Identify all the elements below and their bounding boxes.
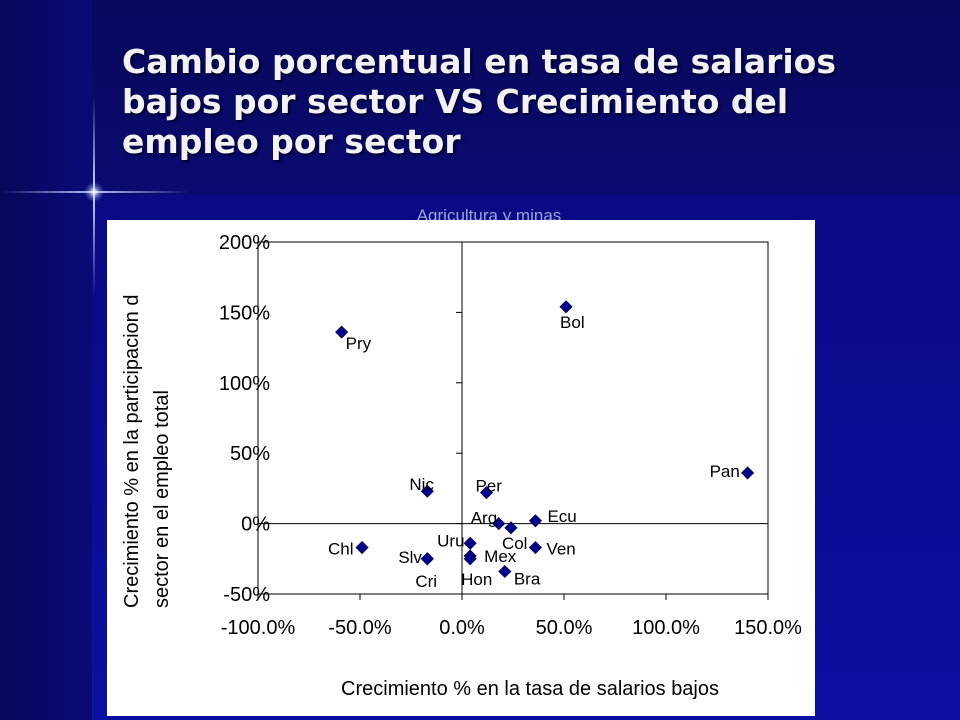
data-point xyxy=(492,517,506,531)
point-label: Hon xyxy=(461,570,492,589)
data-point xyxy=(741,466,755,480)
x-tick-label: 100.0% xyxy=(632,617,700,639)
data-point xyxy=(355,540,369,555)
point-label: Slv xyxy=(398,548,422,567)
y-axis-label-line-2: sector en el empleo total xyxy=(151,390,173,608)
x-tick-label: 50.0% xyxy=(536,617,593,639)
scatter-chart: -50% 0% 50% 100% 150% 200% -100.0% -50.0% 0.0% 50… xyxy=(219,232,802,639)
point-label: Pan xyxy=(710,462,740,481)
point-label: Ven xyxy=(546,540,575,559)
y-tick-label: 0% xyxy=(241,514,270,536)
data-point xyxy=(528,540,543,555)
data-point xyxy=(504,521,518,535)
y-tick-label: 150% xyxy=(219,302,270,324)
point-label: Bol xyxy=(560,313,585,332)
point-label: Per xyxy=(475,477,502,496)
point-label: Arg xyxy=(471,509,497,528)
x-axis-label: Crecimiento % en la tasa de salarios baj… xyxy=(341,678,719,700)
slide-title-line-1: Cambio porcentual en tasa de salarios xyxy=(122,42,836,81)
data-point xyxy=(559,300,573,314)
y-tick-label: -50% xyxy=(223,584,270,606)
slide-title: Cambio porcentual en tasa de salarios ba… xyxy=(122,42,922,162)
y-axis-label-wrap: Crecimiento % en la participacion d sect… xyxy=(117,240,177,609)
point-label: Mex xyxy=(484,547,517,566)
slide-title-line-3: empleo por sector xyxy=(122,122,461,161)
sparkle-icon xyxy=(84,182,104,202)
y-axis-label: Crecimiento % en la participacion d sect… xyxy=(117,240,177,609)
x-tick-label: 150.0% xyxy=(734,617,802,639)
y-axis-label-line-1: Crecimiento % en la participacion d xyxy=(121,294,143,609)
point-label: Pry xyxy=(346,334,372,353)
x-tick-label: -100.0% xyxy=(221,617,296,639)
data-point xyxy=(528,514,543,528)
x-tick-label: 0.0% xyxy=(439,617,485,639)
point-label: Cri xyxy=(415,572,437,591)
point-label: Col xyxy=(502,534,528,553)
point-label: Ecu xyxy=(547,507,576,526)
point-label: Nic xyxy=(409,475,434,494)
data-point xyxy=(420,484,434,498)
y-tick-label: 200% xyxy=(219,232,270,254)
data-point xyxy=(420,552,434,566)
y-tick-label: 100% xyxy=(219,373,270,395)
chart-panel: -50% 0% 50% 100% 150% 200% -100.0% -50.0% 0.0% 50… xyxy=(107,220,815,716)
slide-title-line-2: bajos por sector VS Crecimiento del xyxy=(122,82,789,121)
plot-frame xyxy=(257,241,769,595)
data-point xyxy=(463,552,477,566)
header-band xyxy=(0,0,960,195)
point-label: Chl xyxy=(328,540,354,559)
data-point xyxy=(498,564,512,579)
x-tick-label: -50.0% xyxy=(328,617,392,639)
data-point xyxy=(463,536,477,550)
point-label: Bra xyxy=(514,569,541,588)
left-band xyxy=(0,0,92,720)
data-point xyxy=(335,325,349,339)
y-tick-label: 50% xyxy=(230,443,270,465)
data-point xyxy=(479,486,494,500)
point-label: Uru xyxy=(437,531,464,550)
